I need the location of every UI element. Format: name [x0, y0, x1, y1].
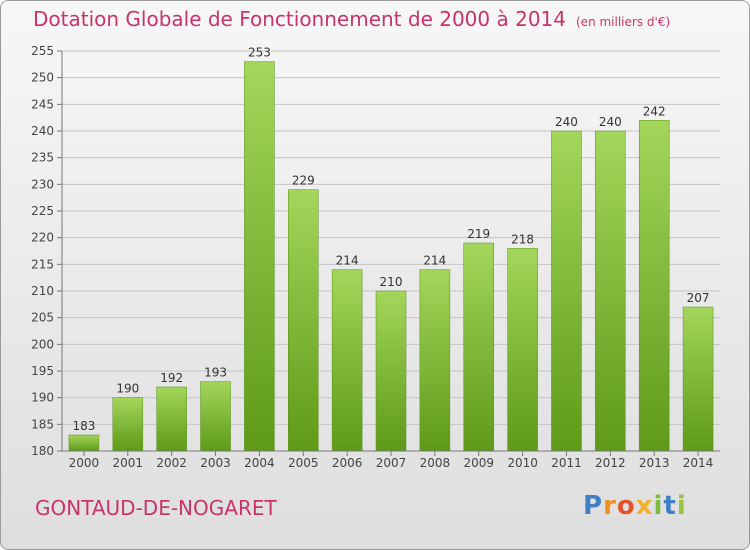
x-tick-label: 2000 — [69, 456, 100, 470]
title-unit: (en milliers d'€) — [576, 15, 671, 29]
logo-letter: i — [676, 491, 687, 521]
x-tick-label: 2002 — [156, 456, 187, 470]
chart-title: Dotation Globale de Fonctionnement de 20… — [33, 7, 670, 31]
y-tick-label: 235 — [31, 151, 54, 165]
bar-2000 — [68, 434, 100, 452]
x-tick-label: 2003 — [200, 456, 231, 470]
bars: 183 190 192 193 253 229 214 210 214 219 218 240 240 2… — [68, 46, 714, 452]
y-tick-label: 210 — [31, 284, 54, 298]
y-tick-label: 240 — [31, 124, 54, 138]
bar-2008 — [419, 269, 451, 452]
y-tick-label: 230 — [31, 177, 54, 191]
y-tick-label: 215 — [31, 257, 54, 271]
y-tick-label: 200 — [31, 337, 54, 351]
bar-value-label: 214 — [423, 254, 446, 268]
x-axis: 2000 2001 2002 2003 2004 2005 2006 2007 2008 2009… — [62, 450, 720, 470]
x-tick-label: 2008 — [420, 456, 451, 470]
x-tick-label: 2009 — [463, 456, 494, 470]
y-tick-label: 255 — [31, 44, 54, 58]
bar-2004 — [244, 61, 275, 452]
title-text: Dotation Globale de Fonctionnement de 20… — [33, 7, 566, 31]
proxiti-logo: Proxiti — [583, 491, 687, 521]
x-tick-label: 2006 — [332, 456, 363, 470]
bar-2010 — [507, 248, 538, 452]
bar-value-label: 253 — [248, 46, 271, 60]
x-tick-label: 2011 — [551, 456, 582, 470]
y-tick-label: 205 — [31, 311, 54, 325]
bar-value-label: 242 — [643, 104, 666, 118]
bar-2012 — [595, 130, 626, 452]
logo-letter: x — [635, 491, 654, 521]
bar-value-label: 192 — [160, 371, 183, 385]
y-tick-label: 185 — [31, 417, 54, 431]
bar-2011 — [551, 130, 582, 452]
x-tick-label: 2007 — [376, 456, 407, 470]
bar-value-label: 218 — [511, 232, 534, 246]
y-tick-label: 180 — [31, 444, 54, 458]
y-tick-label: 245 — [31, 97, 54, 111]
logo-letter: P — [583, 491, 604, 521]
bar-value-label: 240 — [555, 115, 578, 129]
bar-2007 — [375, 290, 407, 452]
bar-value-label: 240 — [599, 115, 622, 129]
bar-value-label: 183 — [72, 419, 95, 433]
x-tick-label: 2014 — [683, 456, 714, 470]
logo-letter: t — [663, 491, 677, 521]
bar-2006 — [331, 269, 363, 452]
y-axis: 180 185 190 195 200 205 210 215 220 225 230 235 240 2… — [31, 44, 63, 458]
commune-name: GONTAUD-DE-NOGARET — [35, 496, 277, 520]
bar-value-label: 219 — [467, 227, 490, 241]
y-tick-label: 195 — [31, 364, 54, 378]
bar-value-label: 207 — [687, 291, 710, 305]
x-tick-label: 2004 — [244, 456, 275, 470]
x-tick-label: 2012 — [595, 456, 626, 470]
bar-2014 — [682, 306, 714, 452]
bar-value-label: 190 — [116, 382, 139, 396]
logo-letter: r — [603, 491, 617, 521]
x-tick-label: 2005 — [288, 456, 319, 470]
y-tick-label: 190 — [31, 391, 54, 405]
bar-2009 — [463, 242, 494, 452]
logo-letter: o — [616, 491, 636, 521]
y-tick-label: 220 — [31, 231, 54, 245]
y-tick-label: 250 — [31, 71, 54, 85]
x-tick-label: 2001 — [113, 456, 144, 470]
bar-2003 — [200, 381, 231, 452]
y-tick-label: 225 — [31, 204, 54, 218]
bar-2013 — [638, 120, 670, 452]
bar-value-label: 229 — [292, 174, 315, 188]
bar-2005 — [288, 189, 319, 452]
x-tick-label: 2010 — [507, 456, 538, 470]
bar-value-label: 210 — [380, 275, 403, 289]
logo-letter: i — [653, 491, 664, 521]
x-tick-label: 2013 — [639, 456, 670, 470]
bar-2001 — [112, 397, 144, 452]
bar-2002 — [156, 386, 187, 452]
bar-value-label: 193 — [204, 366, 227, 380]
bar-value-label: 214 — [336, 254, 359, 268]
